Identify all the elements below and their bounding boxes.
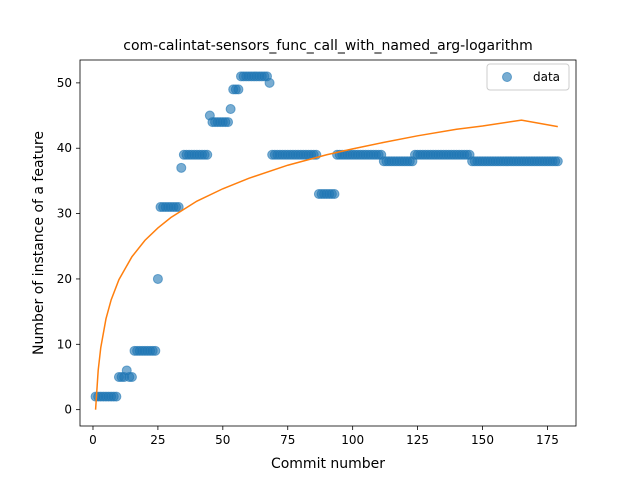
legend-marker-data bbox=[502, 72, 512, 82]
x-tick-label: 175 bbox=[536, 433, 559, 447]
data-point bbox=[233, 84, 244, 95]
axes: 0 25 50 75 100 125 150 175 0 10 20 30 40 50 bbox=[57, 59, 577, 447]
chart-title: com-calintat-sensors_func_call_with_name… bbox=[123, 38, 533, 54]
legend-box bbox=[486, 63, 570, 91]
y-tick-label: 30 bbox=[57, 207, 72, 221]
data-point bbox=[225, 104, 236, 115]
y-tick-label: 0 bbox=[64, 403, 72, 417]
data-point bbox=[329, 188, 340, 199]
y-tick-label: 10 bbox=[57, 337, 72, 351]
data-point bbox=[202, 149, 213, 160]
data-point bbox=[150, 345, 161, 356]
y-tick-label: 40 bbox=[57, 141, 72, 155]
y-tick-label: 50 bbox=[57, 76, 72, 90]
data-point bbox=[111, 391, 122, 402]
data-point bbox=[264, 77, 275, 88]
x-tick-label: 125 bbox=[406, 433, 429, 447]
x-tick-label: 50 bbox=[215, 433, 230, 447]
data-point bbox=[176, 162, 187, 173]
data-point bbox=[126, 371, 137, 382]
data-point bbox=[152, 273, 163, 284]
data-point bbox=[173, 202, 184, 213]
y-tick-label: 20 bbox=[57, 272, 72, 286]
y-axis-label: Number of instance of a feature bbox=[31, 131, 47, 355]
axes-frame bbox=[79, 59, 577, 427]
x-axis-label: Commit number bbox=[271, 456, 385, 472]
x-tick-label: 25 bbox=[150, 433, 165, 447]
data-point bbox=[223, 117, 234, 128]
plot-area bbox=[90, 71, 563, 410]
x-tick-label: 100 bbox=[341, 433, 364, 447]
legend-label-data: data bbox=[533, 70, 560, 84]
x-tick-label: 0 bbox=[89, 433, 97, 447]
x-tick-label: 150 bbox=[471, 433, 494, 447]
fit-line bbox=[94, 119, 558, 410]
x-tick-label: 75 bbox=[280, 433, 295, 447]
data-point bbox=[552, 156, 563, 167]
legend: data bbox=[486, 63, 570, 91]
